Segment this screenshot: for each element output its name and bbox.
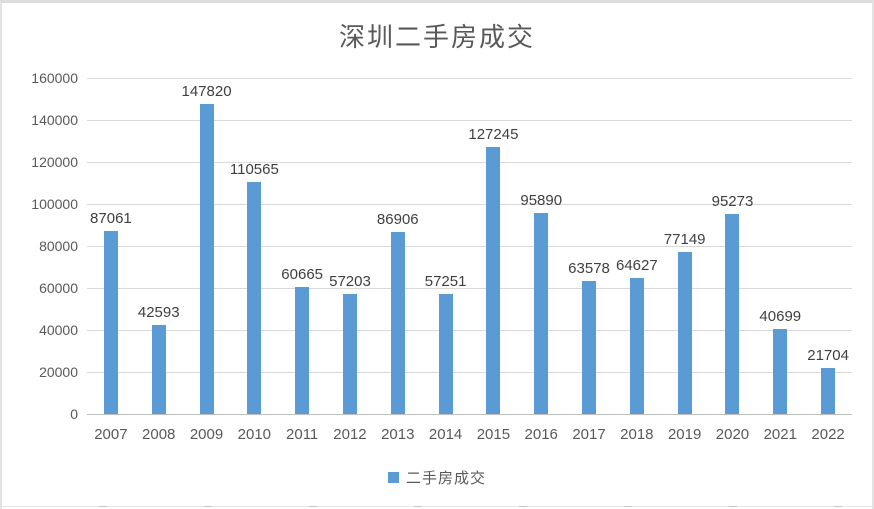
x-tick-label-2021: 2021 [763, 426, 797, 443]
bar-2016[interactable] [534, 212, 549, 414]
bar-2017[interactable] [582, 280, 597, 414]
x-tick-label-2008: 2008 [142, 426, 176, 443]
data-label-2017: 63578 [568, 259, 610, 277]
data-label-2015: 127245 [468, 125, 519, 143]
x-tick-label-2007: 2007 [94, 426, 128, 443]
data-label-2009: 147820 [181, 82, 232, 100]
gridline [87, 246, 852, 247]
legend-label: 二手房成交 [405, 470, 486, 487]
bar-2014[interactable] [438, 293, 453, 414]
x-tick-label-2013: 2013 [381, 426, 415, 443]
bar-2013[interactable] [390, 231, 405, 414]
gridline [87, 372, 852, 373]
x-tick-label-2012: 2012 [333, 426, 367, 443]
bar-2011[interactable] [295, 286, 310, 414]
data-label-2014: 57251 [424, 272, 467, 290]
worksheet-gridline [2, 506, 872, 507]
y-axis: 0 20000 40000 60000 80000 100000 120000 140000 1… [2, 70, 78, 422]
y-tick-label: 60000 [39, 280, 78, 296]
gridline [87, 288, 852, 289]
bar-2010[interactable] [247, 181, 262, 414]
data-label-2011: 60665 [281, 265, 324, 283]
bar-2015[interactable] [486, 146, 501, 414]
x-tick-label-2016: 2016 [524, 426, 558, 443]
bar-2020[interactable] [725, 213, 740, 414]
x-tick-label-2011: 2011 [286, 426, 319, 443]
data-label-2021: 40699 [759, 307, 802, 325]
chart-title[interactable]: 深圳二手房成交 [338, 22, 535, 52]
y-tick-label: 100000 [31, 196, 78, 212]
x-tick-label-2010: 2010 [237, 426, 272, 443]
bar-2019[interactable] [677, 252, 692, 414]
bar-2018[interactable] [629, 278, 644, 414]
data-label-2019: 77149 [663, 231, 706, 248]
y-tick-label: 20000 [39, 364, 78, 380]
bar-2007[interactable] [103, 231, 118, 414]
gridline [87, 120, 852, 121]
y-tick-label: 80000 [39, 238, 78, 254]
x-tick-label-2009: 2009 [189, 426, 224, 443]
bar-2012[interactable] [342, 293, 357, 414]
y-tick-label: 0 [70, 406, 78, 422]
data-label-2007: 87061 [90, 210, 132, 228]
bar-2008[interactable] [151, 324, 166, 414]
x-tick-label-2019: 2019 [667, 426, 702, 443]
data-label-2012: 57203 [329, 272, 371, 290]
gridline [87, 330, 852, 331]
y-tick-label: 160000 [31, 70, 78, 86]
x-tick-label-2020: 2020 [715, 426, 750, 443]
y-tick-label: 140000 [31, 112, 78, 128]
bar-2009[interactable] [199, 103, 214, 414]
plot-area: 87061 42593 147820 110565 60665 57203 86906 572… [87, 78, 852, 415]
data-label-2022: 21704 [807, 347, 849, 365]
gridline [87, 204, 852, 205]
gridline [87, 78, 852, 79]
data-label-2020: 95273 [711, 192, 754, 210]
y-tick-label: 40000 [39, 322, 78, 338]
x-tick-label-2018: 2018 [620, 426, 654, 443]
x-tick-label-2022: 2022 [811, 426, 845, 443]
x-tick-label-2017: 2017 [572, 426, 606, 443]
data-label-2016: 95890 [520, 191, 563, 209]
legend[interactable]: 二手房成交 [2, 467, 872, 488]
x-axis: 2007 2008 2009 2010 2011 2012 2013 2014 2015 2016… [87, 415, 852, 443]
gridline [87, 162, 852, 163]
x-tick-label-2015: 2015 [476, 426, 511, 443]
data-label-2013: 86906 [376, 210, 419, 228]
data-label-2018: 64627 [615, 257, 658, 275]
data-label-2008: 42593 [137, 303, 180, 321]
data-label-2010: 110565 [229, 160, 279, 178]
x-tick-label-2014: 2014 [428, 426, 463, 443]
y-tick-label: 120000 [31, 154, 78, 170]
bar-2022[interactable] [821, 368, 836, 414]
legend-series-marker-icon [387, 472, 399, 483]
bar-2021[interactable] [773, 328, 788, 414]
